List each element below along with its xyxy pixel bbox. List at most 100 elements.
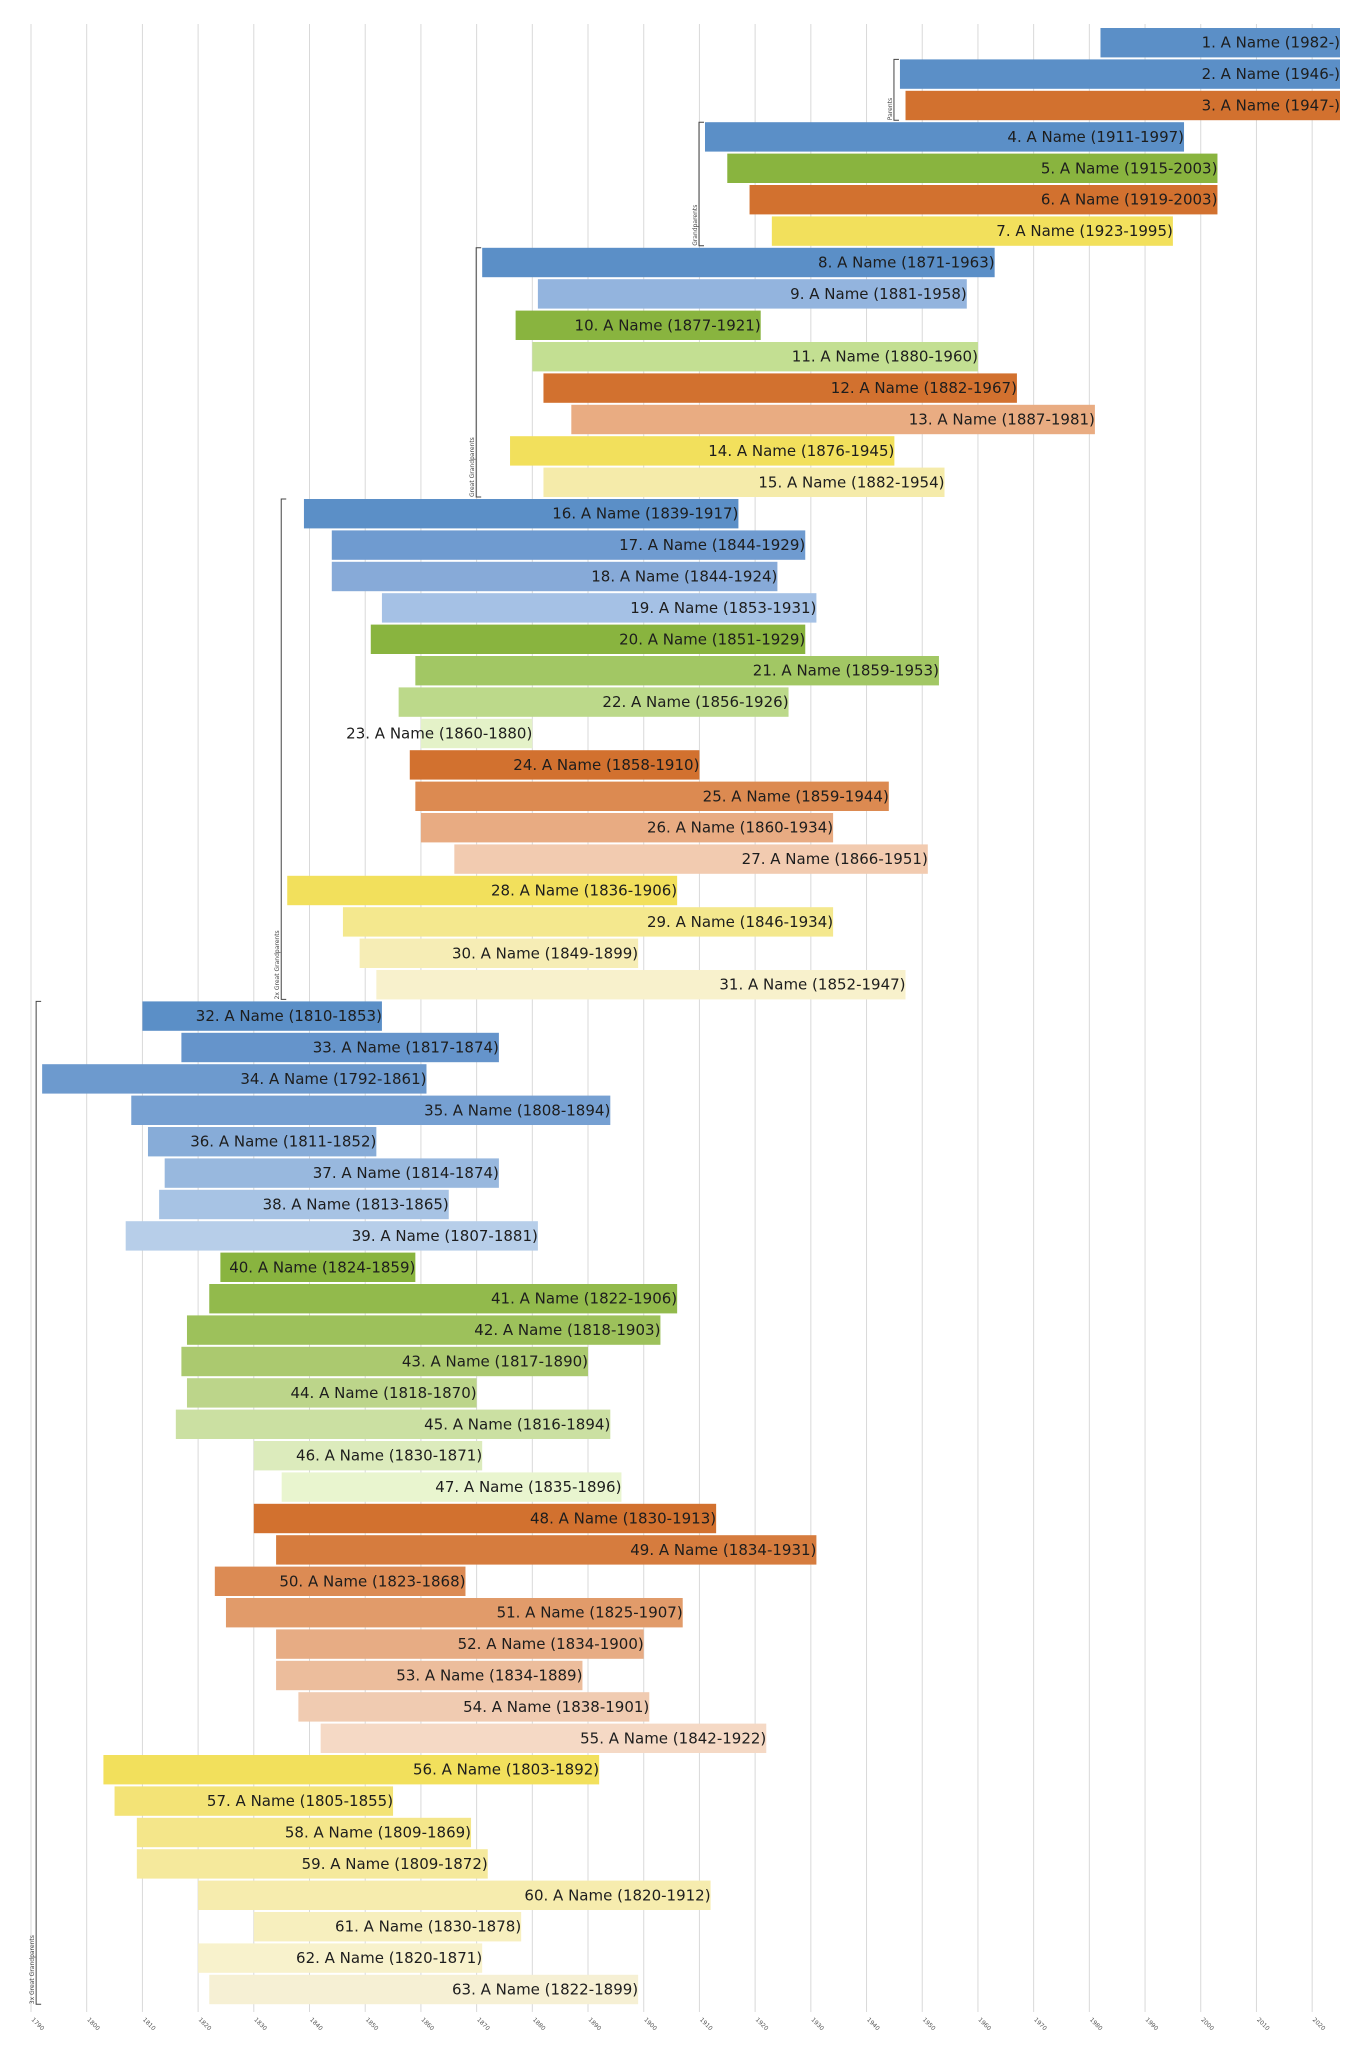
person-bar-group: 54. A Name (1838-1901) bbox=[298, 1692, 649, 1722]
generation-bracket: Parents bbox=[887, 58, 899, 121]
person-bar-group: 17. A Name (1844-1929) bbox=[331, 530, 806, 560]
person-bar bbox=[331, 530, 806, 560]
person-bar-group: 10. A Name (1877-1921) bbox=[515, 310, 761, 340]
person-label: 50. A Name (1823-1868) bbox=[279, 1572, 465, 1590]
person-bar-group: 51. A Name (1825-1907) bbox=[225, 1598, 683, 1628]
person-bar bbox=[1100, 28, 1340, 58]
person-bar-group: 39. A Name (1807-1881) bbox=[125, 1221, 538, 1251]
x-tick-label: 1920 bbox=[754, 2016, 770, 2032]
generation-label: 3x Great Grandparents bbox=[29, 1935, 36, 2004]
person-label: 19. A Name (1853-1931) bbox=[630, 599, 816, 617]
person-bar bbox=[415, 781, 889, 811]
person-bar-group: 21. A Name (1859-1953) bbox=[415, 656, 939, 686]
person-bar-group: 42. A Name (1818-1903) bbox=[186, 1315, 661, 1345]
person-bar bbox=[704, 122, 1185, 152]
person-bar-group: 53. A Name (1834-1889) bbox=[276, 1660, 583, 1691]
person-label: 5. A Name (1915-2003) bbox=[1041, 159, 1218, 177]
x-tick-label: 1950 bbox=[921, 2016, 937, 2032]
person-label: 42. A Name (1818-1903) bbox=[474, 1321, 660, 1339]
generation-label: Parents bbox=[887, 98, 894, 120]
person-label: 44. A Name (1818-1870) bbox=[290, 1384, 476, 1402]
person-bar bbox=[543, 373, 1017, 403]
person-bar bbox=[515, 310, 761, 340]
x-tick-label: 1880 bbox=[531, 2016, 547, 2032]
person-bar-group: 5. A Name (1915-2003) bbox=[727, 153, 1218, 183]
person-label: 27. A Name (1866-1951) bbox=[742, 850, 928, 868]
person-bar-group: 4. A Name (1911-1997) bbox=[704, 122, 1185, 152]
person-bar-group: 38. A Name (1813-1865) bbox=[159, 1189, 449, 1220]
person-label: 38. A Name (1813-1865) bbox=[263, 1196, 449, 1214]
person-bar bbox=[125, 1221, 538, 1251]
person-bar-group: 41. A Name (1822-1906) bbox=[209, 1284, 678, 1314]
person-bar-group: 40. A Name (1824-1859) bbox=[220, 1252, 416, 1282]
person-bar bbox=[181, 1346, 589, 1377]
person-bar bbox=[532, 342, 978, 372]
person-bar-group: 6. A Name (1919-2003) bbox=[749, 185, 1218, 215]
person-bar-group: 18. A Name (1844-1924) bbox=[331, 561, 778, 592]
person-bar bbox=[209, 1284, 678, 1314]
bracket-line bbox=[280, 498, 287, 1000]
person-bar bbox=[543, 467, 945, 497]
person-label: 11. A Name (1880-1960) bbox=[792, 348, 978, 366]
person-label: 60. A Name (1820-1912) bbox=[524, 1886, 710, 1904]
person-label: 37. A Name (1814-1874) bbox=[313, 1164, 499, 1182]
person-bar bbox=[415, 656, 939, 686]
x-tick-label: 1990 bbox=[1144, 2016, 1160, 2032]
person-label: 35. A Name (1808-1894) bbox=[424, 1101, 610, 1119]
person-label: 34. A Name (1792-1861) bbox=[240, 1070, 426, 1088]
person-bar bbox=[186, 1378, 477, 1408]
person-label: 48. A Name (1830-1913) bbox=[530, 1510, 716, 1528]
x-tick-label: 2000 bbox=[1199, 2016, 1215, 2032]
person-bar-group: 14. A Name (1876-1945) bbox=[510, 436, 895, 466]
person-bar bbox=[303, 499, 739, 529]
person-label: 51. A Name (1825-1907) bbox=[497, 1604, 683, 1622]
person-bar-group: 16. A Name (1839-1917) bbox=[303, 499, 739, 529]
person-label: 7. A Name (1923-1995) bbox=[996, 222, 1173, 240]
x-tick-label: 1900 bbox=[642, 2016, 658, 2032]
x-tick-label: 1850 bbox=[364, 2016, 380, 2032]
x-tick-label: 1930 bbox=[809, 2016, 825, 2032]
person-bar-group: 25. A Name (1859-1944) bbox=[415, 781, 889, 811]
person-bar bbox=[771, 216, 1173, 246]
person-bar-group: 24. A Name (1858-1910) bbox=[409, 750, 700, 780]
generation-label: Grandparents bbox=[692, 205, 699, 246]
person-bar bbox=[454, 844, 928, 874]
person-label: 56. A Name (1803-1892) bbox=[413, 1761, 599, 1779]
person-bar bbox=[281, 1472, 622, 1502]
person-bar bbox=[209, 1974, 639, 2005]
person-label: 49. A Name (1834-1931) bbox=[630, 1541, 816, 1559]
person-bar-group: 28. A Name (1836-1906) bbox=[287, 875, 678, 906]
person-bar bbox=[287, 875, 678, 906]
person-bar bbox=[571, 404, 1095, 435]
person-label: 46. A Name (1830-1871) bbox=[296, 1447, 482, 1465]
person-bar bbox=[320, 1723, 767, 1753]
person-label: 6. A Name (1919-2003) bbox=[1041, 191, 1218, 209]
person-label: 17. A Name (1844-1929) bbox=[619, 536, 805, 554]
person-label: 2. A Name (1946-) bbox=[1202, 65, 1340, 83]
person-bar-group: 60. A Name (1820-1912) bbox=[198, 1880, 711, 1910]
x-tick-label: 1940 bbox=[865, 2016, 881, 2032]
person-bar bbox=[342, 907, 834, 937]
x-tick-label: 1810 bbox=[141, 2016, 157, 2032]
x-tick-label: 1860 bbox=[420, 2016, 436, 2032]
person-label: 14. A Name (1876-1945) bbox=[708, 442, 894, 460]
person-label: 16. A Name (1839-1917) bbox=[552, 505, 738, 523]
person-bar-group: 50. A Name (1823-1868) bbox=[214, 1566, 465, 1596]
person-bar-group: 37. A Name (1814-1874) bbox=[164, 1158, 499, 1188]
person-bar-group: 45. A Name (1816-1894) bbox=[175, 1409, 611, 1439]
person-bar-group: 61. A Name (1830-1878) bbox=[253, 1912, 521, 1942]
person-bar bbox=[376, 970, 906, 1000]
person-bar-group: 35. A Name (1808-1894) bbox=[131, 1095, 611, 1125]
generation-label: Great Grandparents bbox=[469, 437, 476, 497]
person-label: 9. A Name (1881-1958) bbox=[790, 285, 967, 303]
x-axis-ticks: 1790 1800 1810 1820 1830 1840 1850 1860 1870 1880… bbox=[30, 2016, 1327, 2032]
person-bar bbox=[103, 1755, 600, 1785]
person-bar-group: 47. A Name (1835-1896) bbox=[281, 1472, 622, 1502]
person-bar bbox=[142, 1001, 382, 1031]
person-bar-group: 48. A Name (1830-1913) bbox=[253, 1503, 716, 1534]
person-bar-group: 1. A Name (1982-) bbox=[1100, 28, 1340, 58]
person-bar-group: 15. A Name (1882-1954) bbox=[543, 467, 945, 497]
person-bar-group: 23. A Name (1860-1880) bbox=[346, 718, 533, 749]
person-bar-group: 59. A Name (1809-1872) bbox=[136, 1849, 488, 1879]
person-bar-group: 56. A Name (1803-1892) bbox=[103, 1755, 600, 1785]
